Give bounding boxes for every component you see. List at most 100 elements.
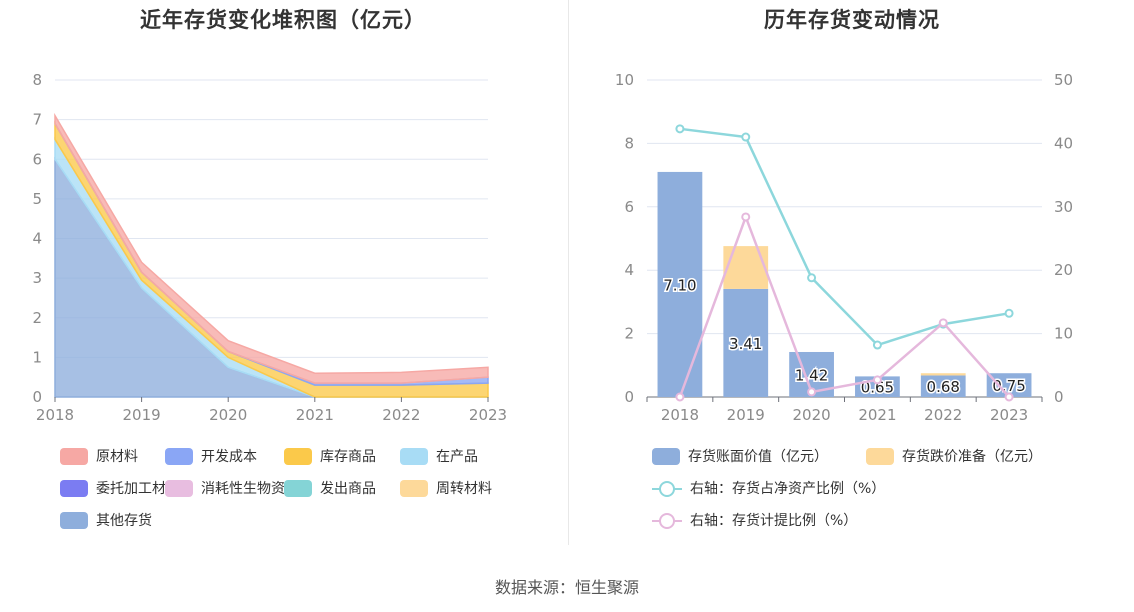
legend-swatch (652, 480, 682, 497)
right-y-left-tick-label: 8 (624, 134, 634, 152)
legend-label: 右轴：存货计提比例（%） (690, 513, 858, 529)
legend-swatch (284, 447, 312, 465)
left-x-tick-label: 2022 (382, 406, 420, 424)
right-legend-item[interactable]: 存货账面价值（亿元） (652, 446, 828, 466)
left-legend-item[interactable]: 库存商品 (284, 446, 376, 466)
right-x-tick-label: 2018 (661, 406, 699, 424)
bar-data-label: 0.68 (927, 378, 960, 396)
left-legend-item[interactable]: 开发成本 (165, 446, 257, 466)
left-legend-item[interactable]: 消耗性生物资产 (165, 478, 299, 498)
left-y-tick-label: 5 (32, 190, 42, 208)
left-x-tick-label: 2019 (123, 406, 161, 424)
left-chart-legend: 原材料 开发成本 库存商品 在产品委托加工材料 消耗性生物资产 发出商品 周转材料其他存货 (0, 446, 566, 536)
left-x-tick-label: 2021 (296, 406, 334, 424)
right-x-tick-label: 2020 (792, 406, 830, 424)
right-y-right-tick-label: 20 (1054, 261, 1073, 279)
legend-label: 在产品 (436, 449, 478, 465)
left-x-tick-label: 2018 (36, 406, 74, 424)
bar-book-value-2022 (920, 375, 966, 397)
line-point (872, 375, 882, 385)
legend-swatch (165, 447, 193, 465)
right-x-tick-label: 2023 (990, 406, 1028, 424)
left-legend-item[interactable]: 周转材料 (400, 478, 492, 498)
right-y-right-tick-label: 10 (1054, 325, 1073, 343)
right-x-tick-label: 2019 (727, 406, 765, 424)
bar-data-label: 1.42 (795, 366, 828, 384)
line-point (741, 132, 751, 142)
right-y-left-tick-label: 10 (615, 71, 634, 89)
right-legend-item[interactable]: 右轴：存货计提比例（%） (652, 510, 857, 530)
left-legend-item[interactable]: 委托加工材料 (60, 478, 180, 498)
right-y-right-tick-label: 50 (1054, 71, 1073, 89)
line-point (741, 212, 751, 222)
right-y-left-tick-label: 6 (624, 198, 634, 216)
legend-swatch (60, 479, 88, 497)
legend-swatch (165, 479, 193, 497)
left-y-tick-label: 2 (32, 309, 42, 327)
left-legend-item[interactable]: 原材料 (60, 446, 138, 466)
right-x-tick-label: 2021 (858, 406, 896, 424)
legend-label: 发出商品 (320, 481, 376, 497)
right-chart-legend: 存货账面价值（亿元） 存货跌价准备（亿元） 右轴：存货占净资产比例（%） 右轴：存货计… (570, 446, 1134, 536)
legend-swatch (60, 511, 88, 529)
line-point (1004, 308, 1014, 318)
left-y-tick-label: 1 (32, 348, 42, 366)
right-y-left-tick-label: 2 (624, 325, 634, 343)
inventory-stacked-area-panel: 近年存货变化堆积图（亿元） 0 1 2 3 4 5 6 7 8 2018 2019 2020 2021 2… (0, 0, 566, 545)
bar-impairment-2022 (920, 373, 966, 376)
legend-swatch (400, 479, 428, 497)
panel-divider (568, 0, 569, 545)
legend-label: 周转材料 (436, 481, 492, 497)
area-series-原材料 (54, 112, 489, 384)
line-point (675, 124, 685, 134)
data-source-note: 数据来源：恒生聚源 (494, 578, 639, 597)
bar-data-label: 0.75 (992, 377, 1025, 395)
right-chart-title: 历年存货变动情况 (764, 8, 940, 32)
line-impairment-ratio (678, 213, 1011, 398)
right-y-right-tick-label: 40 (1054, 134, 1073, 152)
bar-book-value-2019 (723, 288, 769, 397)
line-point (807, 273, 817, 283)
legend-swatch (60, 447, 88, 465)
legend-label: 开发成本 (201, 449, 257, 465)
legend-label: 右轴：存货占净资产比例（%） (690, 481, 886, 497)
left-y-tick-label: 7 (32, 111, 42, 129)
left-y-tick-label: 8 (32, 71, 42, 89)
line-point (938, 318, 948, 328)
right-y-left-tick-label: 0 (624, 388, 634, 406)
right-y-right-tick-label: 30 (1054, 198, 1073, 216)
left-legend-item[interactable]: 其他存货 (60, 510, 152, 530)
line-inventory-to-net-assets (679, 127, 1010, 347)
left-y-tick-label: 6 (32, 150, 42, 168)
left-legend-item[interactable]: 发出商品 (284, 478, 376, 498)
legend-label: 委托加工材料 (96, 481, 180, 497)
left-y-tick-label: 4 (32, 230, 42, 248)
inventory-stacked-area-chart: 0 1 2 3 4 5 6 7 8 2018 2019 2020 2021 2022 2023 (32, 71, 507, 424)
left-y-tick-label: 3 (32, 269, 42, 287)
bar-impairment-2019 (723, 246, 769, 289)
legend-label: 其他存货 (96, 513, 152, 529)
line-point (807, 387, 817, 397)
legend-swatch (866, 447, 894, 465)
bar-book-value-2023 (986, 373, 1032, 397)
right-y-left-tick-label: 4 (624, 261, 634, 279)
line-point (675, 392, 685, 402)
left-chart-title: 近年存货变化堆积图（亿元） (140, 8, 426, 32)
legend-label: 库存商品 (320, 449, 376, 465)
right-legend-item[interactable]: 右轴：存货占净资产比例（%） (652, 478, 885, 498)
legend-swatch (652, 447, 680, 465)
line-point (872, 340, 882, 350)
left-y-tick-label: 0 (32, 388, 42, 406)
legend-label: 消耗性生物资产 (201, 481, 299, 497)
right-legend-item[interactable]: 存货跌价准备（亿元） (866, 446, 1042, 466)
bar-data-label: 3.41 (729, 335, 762, 353)
legend-swatch (400, 447, 428, 465)
line-point (1004, 392, 1014, 402)
legend-label: 原材料 (96, 449, 138, 465)
left-x-tick-label: 2020 (209, 406, 247, 424)
legend-swatch (284, 479, 312, 497)
left-legend-item[interactable]: 在产品 (400, 446, 478, 466)
legend-swatch (652, 512, 682, 529)
right-x-tick-label: 2022 (924, 406, 962, 424)
